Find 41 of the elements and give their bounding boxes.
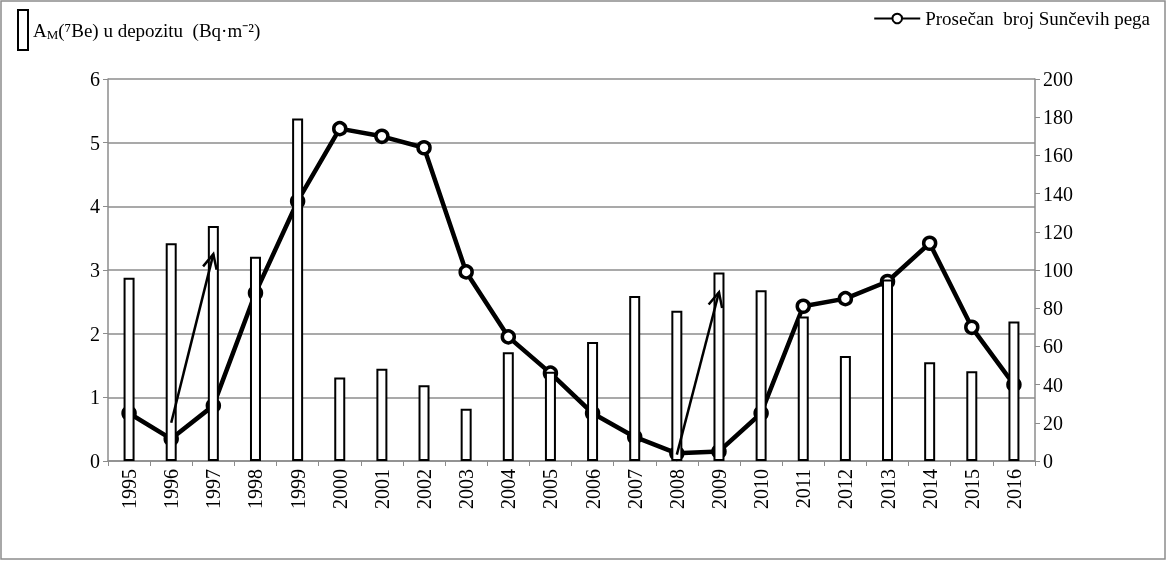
y-tick-label: 2 — [90, 322, 100, 345]
y2-tick-label: 120 — [1043, 220, 1073, 243]
x-tick-label: 2006 — [581, 469, 604, 509]
y-tick-label: 3 — [90, 259, 100, 281]
x-tick-label: 1997 — [202, 469, 225, 509]
x-tick-label: 2016 — [1002, 469, 1025, 509]
y-tick-label: 5 — [90, 131, 100, 154]
x-tick-label: 2007 — [623, 469, 646, 509]
y-tick-label: 0 — [90, 450, 100, 472]
x-tick-label: 2000 — [328, 469, 351, 509]
legend-label: Prosečan broj Sunčevih pega — [925, 8, 1151, 29]
y2-tick-label: 20 — [1043, 411, 1063, 434]
x-tick-label: 2013 — [876, 469, 899, 509]
x-tick-label: 2009 — [707, 469, 730, 509]
y-tick-label: 6 — [90, 68, 100, 90]
y2-tick-label: 180 — [1043, 106, 1073, 129]
x-tick-label: 2001 — [370, 469, 393, 509]
x-tick-label: 2010 — [750, 469, 773, 509]
x-tick-label: 2002 — [413, 469, 436, 509]
x-tick-label: 2012 — [834, 469, 857, 509]
y2-tick-label: 100 — [1043, 259, 1073, 281]
x-tick-label: 2004 — [497, 469, 520, 509]
x-tick-label: 1996 — [160, 469, 183, 509]
y-tick-label: 4 — [90, 195, 100, 218]
x-tick-label: 2011 — [792, 469, 815, 509]
y2-tick-label: 0 — [1043, 450, 1053, 472]
y2-tick-label: 40 — [1043, 373, 1063, 396]
y2-tick-label: 140 — [1043, 182, 1073, 205]
x-tick-label: 2015 — [960, 469, 983, 509]
x-tick-label: 2003 — [455, 469, 478, 509]
x-tick-label: 2008 — [665, 469, 688, 509]
x-tick-label: 2014 — [918, 469, 941, 509]
y2-tick-label: 160 — [1043, 144, 1073, 167]
x-tick-label: 1995 — [118, 469, 141, 509]
y2-tick-label: 200 — [1043, 68, 1073, 90]
x-tick-label: 1999 — [286, 469, 309, 509]
x-tick-label: 2005 — [539, 469, 562, 509]
x-tick-label: 1998 — [244, 469, 267, 509]
y-tick-label: 1 — [90, 386, 100, 409]
y2-tick-label: 80 — [1043, 297, 1063, 320]
y2-tick-label: 60 — [1043, 335, 1063, 358]
